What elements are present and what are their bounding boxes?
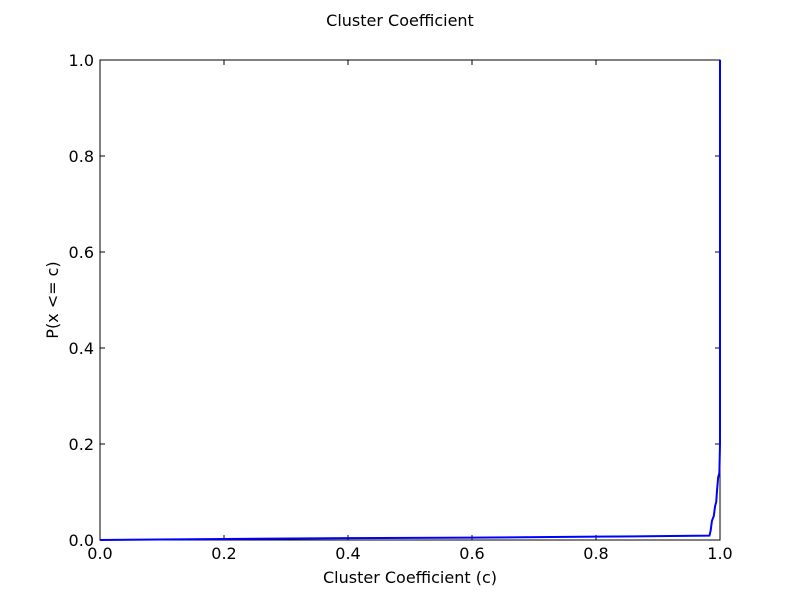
- series-layer: [99, 60, 721, 541]
- x-tick-label: 0.8: [583, 544, 608, 563]
- y-axis-label: P(x <= c): [43, 261, 62, 338]
- y-tick-label: 1.0: [69, 51, 94, 70]
- y-tick-label: 0.6: [69, 243, 94, 262]
- x-tick-label: 0.6: [459, 544, 484, 563]
- series-line-0: [99, 60, 721, 541]
- y-axis: 0.0 0.2 0.4 0.6 0.8 1.0: [69, 51, 720, 550]
- plot-area: 0.0 0.2 0.4 0.6 0.8 1.0 0.0 0.2 0.4 0.6 0.8 1.0: [69, 51, 733, 563]
- y-tick-label: 0.2: [69, 435, 94, 454]
- x-tick-label: 1.0: [707, 544, 732, 563]
- y-tick-label: 0.4: [69, 339, 94, 358]
- x-tick-label: 0.4: [335, 544, 360, 563]
- plot-frame: [99, 59, 721, 541]
- chart-title: Cluster Coefficient: [326, 11, 474, 30]
- x-tick-label: 0.2: [211, 544, 236, 563]
- y-tick-label: 0.0: [69, 531, 94, 550]
- y-tick-label: 0.8: [69, 147, 94, 166]
- x-axis-label: Cluster Coefficient (c): [323, 568, 497, 587]
- x-tick-label: 0.0: [87, 544, 112, 563]
- x-axis: 0.0 0.2 0.4 0.6 0.8 1.0: [87, 60, 733, 563]
